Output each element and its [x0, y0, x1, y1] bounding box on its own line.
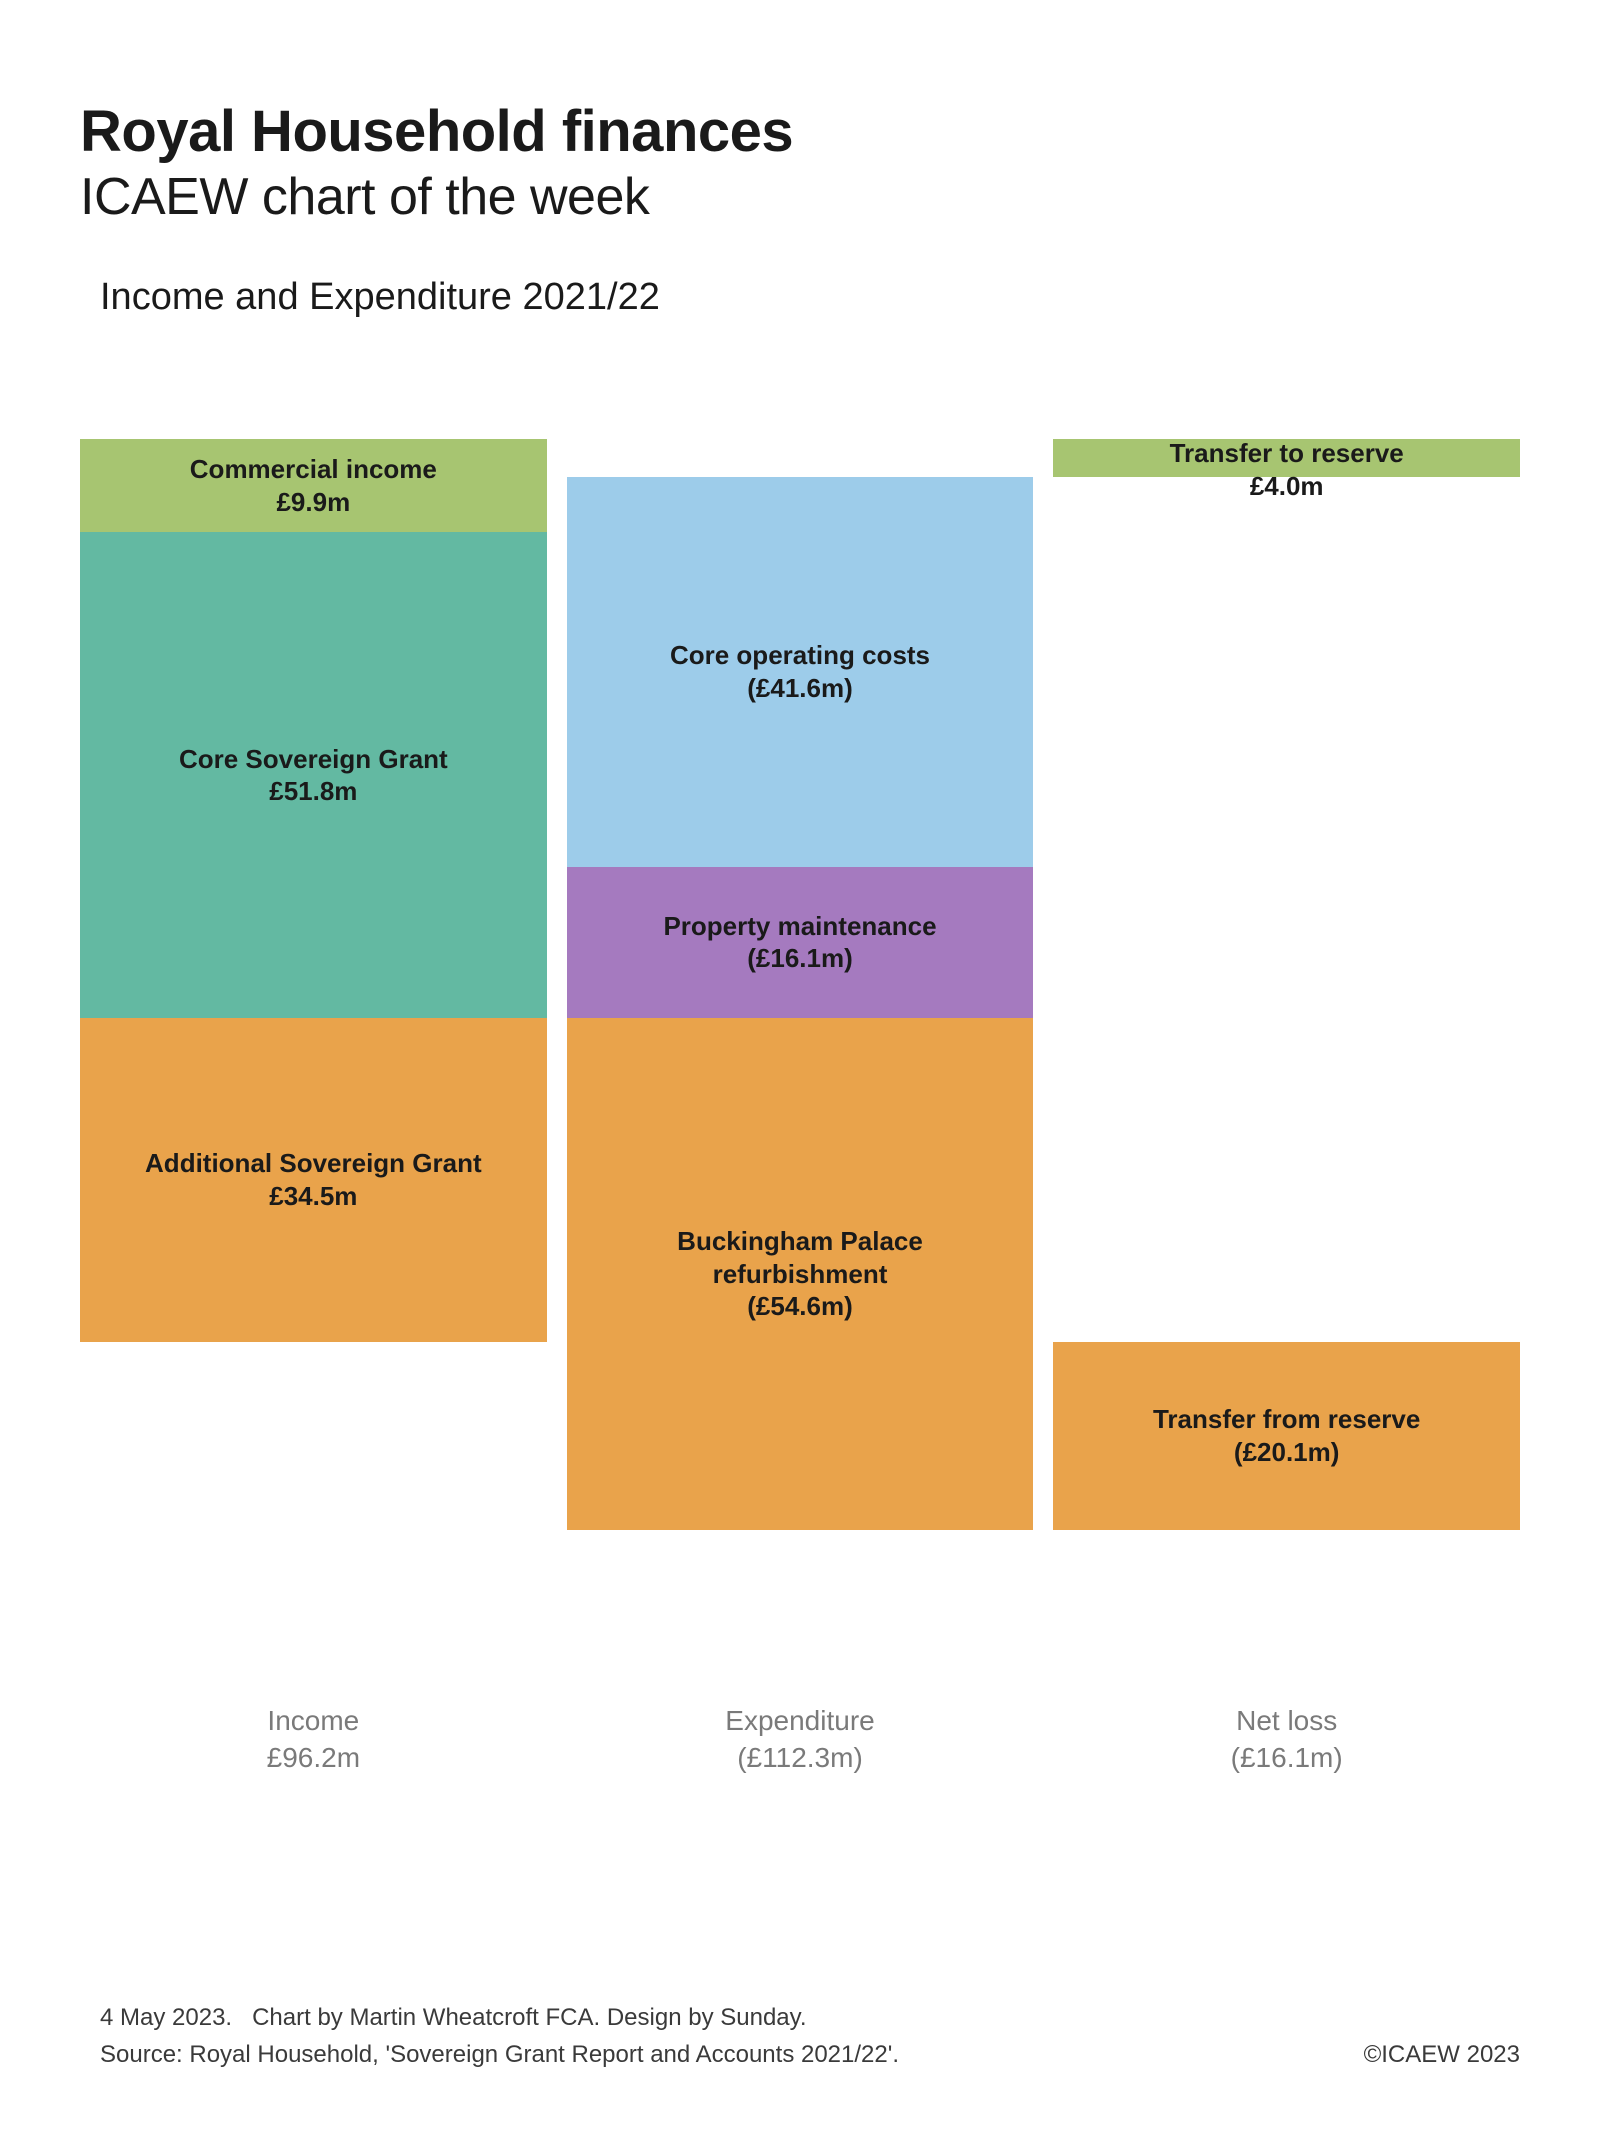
segment-external-label: Transfer to reserve£4.0m	[1053, 437, 1520, 502]
chart-segment: Core Sovereign Grant£51.8m	[80, 532, 547, 1018]
segment-value: (£41.6m)	[747, 672, 853, 705]
axis-label-income: Income£96.2m	[80, 1703, 547, 1776]
segment-label: Buckingham Palace refurbishment	[587, 1225, 1014, 1290]
chart-column-income: Commercial income£9.9mCore Sovereign Gra…	[80, 439, 547, 1669]
copyright: ©ICAEW 2023	[1364, 2036, 1520, 2073]
segment-label: Additional Sovereign Grant	[145, 1147, 482, 1180]
chart-area: Commercial income£9.9mCore Sovereign Gra…	[80, 439, 1520, 1908]
chart-segment: Buckingham Palace refurbishment(£54.6m)	[567, 1018, 1034, 1530]
axis-value: £96.2m	[80, 1740, 547, 1776]
segment-value: £51.8m	[269, 775, 357, 808]
segment-label: Transfer from reserve	[1153, 1403, 1420, 1436]
axis-value: (£16.1m)	[1053, 1740, 1520, 1776]
axis-name: Income	[80, 1703, 547, 1739]
segment-value: £4.0m	[1053, 470, 1520, 503]
chart-segment: Additional Sovereign Grant£34.5m	[80, 1018, 547, 1342]
page-title: Royal Household finances	[80, 100, 1520, 164]
chart-segment: Commercial income£9.9m	[80, 439, 547, 532]
segment-label: Transfer to reserve	[1053, 437, 1520, 470]
chart-segment: Core operating costs(£41.6m)	[567, 477, 1034, 867]
segment-value: (£16.1m)	[747, 942, 853, 975]
axis-label-netloss: Net loss(£16.1m)	[1053, 1703, 1520, 1776]
page-subtitle: ICAEW chart of the week	[80, 166, 1520, 228]
footer-date-credit: 4 May 2023. Chart by Martin Wheatcroft F…	[100, 1999, 899, 2036]
segment-label: Property maintenance	[663, 910, 936, 943]
axis-name: Expenditure	[567, 1703, 1034, 1739]
axis-name: Net loss	[1053, 1703, 1520, 1739]
segment-value: £34.5m	[269, 1180, 357, 1213]
section-heading: Income and Expenditure 2021/22	[100, 276, 1520, 319]
chart-segment: Transfer from reserve(£20.1m)	[1053, 1342, 1520, 1531]
footer-source: Source: Royal Household, 'Sovereign Gran…	[100, 2036, 899, 2073]
axis-label-expenditure: Expenditure(£112.3m)	[567, 1703, 1034, 1776]
footer: 4 May 2023. Chart by Martin Wheatcroft F…	[80, 1999, 1520, 2073]
chart-segment: Property maintenance(£16.1m)	[567, 867, 1034, 1018]
segment-label: Core operating costs	[670, 639, 930, 672]
segment-label: Core Sovereign Grant	[179, 743, 448, 776]
segment-label: Commercial income	[190, 453, 437, 486]
segment-value: £9.9m	[276, 486, 350, 519]
chart-column-expenditure: Core operating costs(£41.6m)Property mai…	[567, 439, 1034, 1669]
segment-value: (£54.6m)	[747, 1290, 853, 1323]
segment-value: (£20.1m)	[1234, 1436, 1340, 1469]
axis-value: (£112.3m)	[567, 1740, 1034, 1776]
chart-column-netloss: Transfer to reserve£4.0m Transfer from re…	[1053, 439, 1520, 1669]
